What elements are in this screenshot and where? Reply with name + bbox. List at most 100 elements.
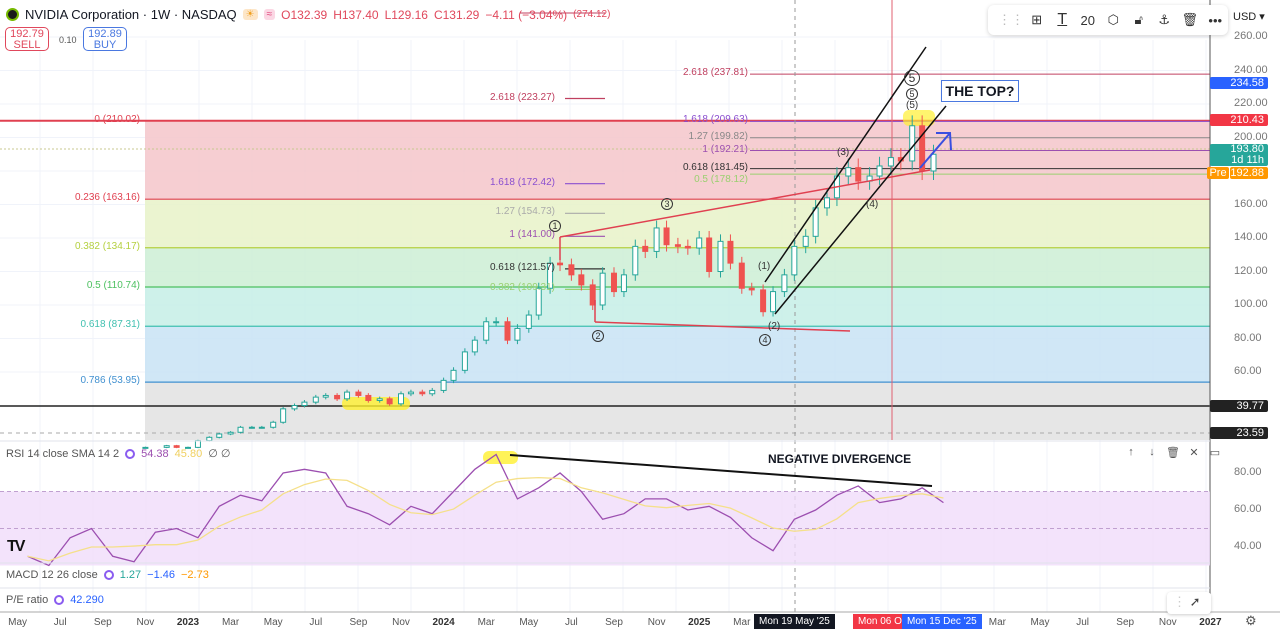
candle-down	[684, 245, 691, 249]
time-axis-label: Nov	[136, 617, 155, 628]
symbol-title[interactable]: NVIDIA Corporation · 1W · NASDAQ	[25, 7, 237, 22]
fib-ext-label: 2.618 (223.27)	[489, 91, 555, 103]
price-axis-label: 120.00	[1234, 264, 1268, 277]
indicator-settings-icon[interactable]	[125, 448, 136, 459]
the-top-annotation[interactable]: THE TOP?	[941, 80, 1019, 102]
pe-value: 42.290	[70, 594, 104, 606]
fib-ext-label: 1.618 (209.63)	[682, 114, 748, 126]
fib-level-label: 0.382 (134.17)	[74, 240, 140, 252]
time-axis-label: Jul	[309, 617, 323, 628]
time-axis-label: Jul	[53, 617, 67, 628]
price-axis-label: 140.00	[1234, 231, 1268, 243]
rsi-value: 54.38	[141, 447, 169, 460]
fib-zone	[145, 247, 1210, 288]
highlight	[483, 451, 518, 464]
trendline-lower	[594, 321, 851, 332]
text-icon[interactable]: T	[1057, 11, 1068, 28]
candle-down	[568, 264, 575, 276]
candle-up	[216, 433, 223, 438]
rsi-axis-label: 40.00	[1234, 540, 1262, 552]
currency-select[interactable]: USD ▾	[1233, 11, 1265, 23]
font-size-button[interactable]: 20	[1080, 12, 1095, 28]
indicator-settings-icon[interactable]	[54, 595, 65, 605]
move-up-icon[interactable]: ↑	[1128, 446, 1134, 458]
candle-down	[334, 394, 341, 400]
candle-down	[663, 227, 670, 246]
price-axis-label: 200.00	[1234, 130, 1268, 143]
delete-pane-icon[interactable]: 🗑︎	[1166, 447, 1180, 459]
candle-down	[748, 287, 755, 291]
candle-up	[407, 391, 414, 395]
price-axis-label: 60.00	[1234, 365, 1262, 377]
candle-up	[301, 401, 308, 406]
candle-up	[450, 369, 457, 381]
move-down-icon[interactable]: ↓	[1149, 446, 1155, 458]
rsi-legend[interactable]: RSI 14 close SMA 14 2 54.38 45.80 ∅ ∅	[6, 447, 231, 461]
time-axis-label: Mar	[988, 617, 1007, 628]
sell-price: 192.79	[10, 28, 44, 40]
buy-label: BUY	[93, 39, 117, 51]
lock-icon[interactable]: 🔓︎	[1134, 12, 1143, 27]
macd-signal: −1.46	[147, 569, 175, 581]
collapse-pane-icon[interactable]: ✕	[1189, 447, 1199, 459]
candle-up	[802, 235, 809, 247]
pe-label: P/E ratio	[6, 594, 49, 606]
wave-circle-label: 5	[906, 88, 918, 100]
buy-button[interactable]: 192.89 BUY	[83, 27, 127, 51]
candle-up	[270, 421, 277, 428]
wave-label: (5)	[906, 100, 919, 111]
template-icon[interactable]: ⊞	[1031, 12, 1043, 27]
time-axis-label: May	[1030, 617, 1050, 628]
fib-ext-label: 1.27 (154.73)	[495, 206, 556, 218]
rsi-sma-line	[27, 476, 944, 562]
candle-down	[642, 245, 649, 252]
pe-legend[interactable]: P/E ratio 42.290	[6, 594, 104, 606]
price-axis-label: 220.00	[1234, 97, 1268, 109]
candle-up	[824, 197, 830, 209]
ohlc-change: −4.11 (−3.04%)	[485, 7, 568, 22]
macd-value: 1.27	[119, 569, 142, 581]
time-axis-settings-icon[interactable]: ⚙	[1245, 613, 1257, 628]
tradingview-logo[interactable]: TV	[7, 538, 26, 555]
candle-up	[471, 339, 478, 353]
time-axis-label: 2023	[176, 617, 200, 628]
price-badge-last: 193.80 1d 11h	[1210, 144, 1268, 166]
candle-up	[812, 207, 819, 237]
candle-up	[376, 398, 383, 401]
candle-up	[237, 426, 244, 433]
range-end-badge: Mon 15 Dec '25	[902, 614, 982, 629]
cursor-tool-button[interactable]: ⋮ ➚	[1167, 592, 1211, 614]
drag-handle-icon[interactable]: ⋮⋮	[998, 12, 1024, 27]
ohlc-open: O132.39	[281, 7, 328, 22]
anchor-icon[interactable]: ⚓︎	[1158, 12, 1171, 27]
trash-icon[interactable]: 🗑︎	[1181, 12, 1198, 27]
settings-icon[interactable]: ⬡	[1107, 12, 1119, 27]
rsi-na: ∅ ∅	[208, 448, 231, 460]
highlight	[903, 110, 935, 126]
indicator-settings-icon[interactable]	[103, 570, 114, 580]
candle-down	[578, 274, 585, 286]
candle-up	[461, 351, 468, 371]
time-axis-label: Jul	[1076, 617, 1089, 628]
macd-legend[interactable]: MACD 12 26 close 1.27 −1.46 −2.73	[6, 569, 209, 581]
wave-label: (3)	[837, 147, 850, 158]
highlight	[342, 397, 410, 410]
sell-button[interactable]: 192.79 SELL	[5, 27, 49, 51]
candle-up	[322, 394, 329, 398]
last-price: 193.80	[1230, 143, 1264, 155]
candle-down	[760, 289, 767, 313]
time-axis-label: Sep	[1116, 617, 1135, 628]
candle-up	[535, 287, 542, 316]
negative-divergence-annotation[interactable]: NEGATIVE DIVERGENCE	[768, 452, 912, 466]
candle-up	[312, 396, 319, 403]
candle-down	[365, 394, 372, 401]
maximize-pane-icon[interactable]: ▭	[1209, 447, 1221, 459]
candle-up	[483, 321, 490, 341]
candle-up	[398, 393, 404, 405]
price-badge-red: 210.43	[1210, 114, 1268, 126]
candle-up	[291, 405, 298, 410]
candle-up	[653, 227, 660, 252]
candle-down	[419, 391, 426, 395]
more-icon[interactable]: •••	[1208, 12, 1223, 28]
